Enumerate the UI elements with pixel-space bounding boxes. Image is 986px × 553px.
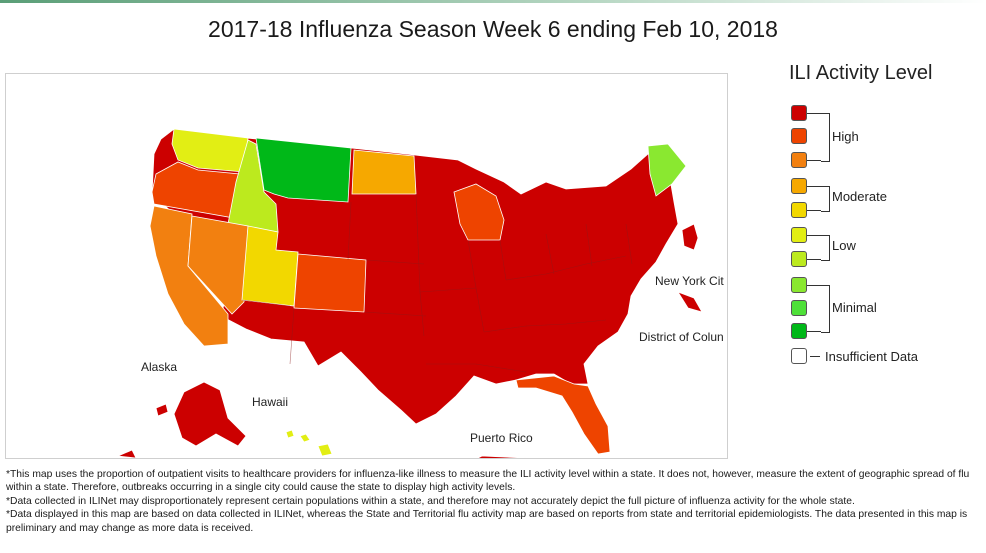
legend-bracket-high [821,113,830,162]
legend-swatch-high-light [791,152,807,168]
legend-bracket-low [821,235,830,261]
legend-bracket-minimal [821,285,830,333]
state-north-dakota[interactable] [351,149,417,195]
district-of-columbia-shape[interactable] [677,291,703,313]
legend-swatch-minimal-high [791,277,807,293]
legend-title: ILI Activity Level [789,62,933,84]
legend-swatch-high-mid [791,128,807,144]
legend-bracket-high-tick-bottom [807,160,821,161]
page-title: 2017-18 Influenza Season Week 6 ending F… [208,16,778,42]
label-hawaii: Hawaii [252,395,288,409]
legend-label-insufficient: Insufficient Data [825,349,918,364]
legend-swatch-moderate-high [791,178,807,194]
state-alaska[interactable] [173,381,247,447]
legend-swatch-low-low [791,251,807,267]
legend-label-moderate: Moderate [832,189,887,204]
legend-bracket-low-tick-bottom [807,259,821,260]
legend-bracket-moderate-tick-bottom [807,210,821,211]
new-york-city-shape[interactable] [681,223,699,251]
state-montana[interactable] [255,137,352,203]
state-borders [241,193,633,373]
footnote-3: *Data displayed in this map are based on… [6,509,968,534]
legend-bracket-low-tick [807,235,821,236]
legend-label-minimal: Minimal [832,300,877,315]
state-washington[interactable] [171,128,249,173]
state-hawaii[interactable] [285,429,333,457]
state-florida[interactable] [515,375,611,455]
legend-swatch-moderate-low [791,202,807,218]
footnote-block: *This map uses the proportion of outpati… [6,468,971,535]
territory-puerto-rico[interactable] [474,455,534,458]
label-district-of-columbia: District of Colun [639,330,724,344]
legend-bracket-moderate [821,186,830,212]
footnote-2: *Data collected in ILINet may disproport… [6,495,855,507]
legend-swatch-insufficient [791,348,807,364]
legend-swatch-high-dark [791,105,807,121]
label-puerto-rico: Puerto Rico [470,431,533,445]
legend-bracket-moderate-tick [807,186,821,187]
legend-swatch-minimal-mid [791,300,807,316]
alaska-islands [116,403,169,458]
state-colorado[interactable] [293,253,367,313]
state-wisconsin[interactable] [453,183,505,241]
legend-bracket-minimal-tick [807,285,821,286]
legend-dash-insufficient [810,356,820,357]
state-idaho[interactable] [227,139,279,233]
label-new-york-city: New York Cit [655,274,724,288]
legend-bracket-minimal-tick-bottom [807,331,821,332]
legend-label-low: Low [832,238,856,253]
us-map-svg: Alaska Hawaii Puerto Rico New York Cit D… [116,128,724,458]
legend-bracket-high-tick [807,113,821,114]
state-nevada[interactable] [187,215,249,315]
us-ili-map: Alaska Hawaii Puerto Rico New York Cit D… [5,73,728,459]
state-maine[interactable] [647,143,687,197]
legend-swatch-low-high [791,227,807,243]
footnote-1: *This map uses the proportion of outpati… [6,469,970,494]
top-accent-stripe [0,0,986,3]
legend: ILI Activity Level High Moderate Low Min… [779,60,984,370]
legend-swatch-minimal-low [791,323,807,339]
label-alaska: Alaska [141,360,177,374]
us-base-shape [151,128,679,425]
legend-label-high: High [832,129,859,144]
